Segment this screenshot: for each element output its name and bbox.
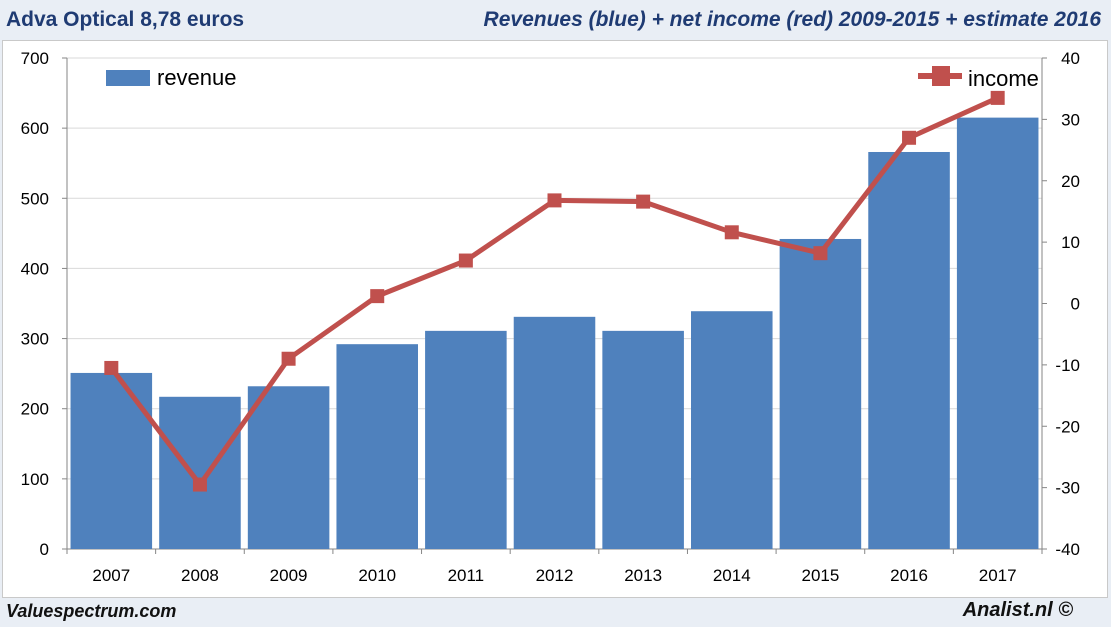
x-tick-label: 2017 (979, 566, 1017, 585)
x-tick-label: 2015 (801, 566, 839, 585)
y-right-tick-label: 20 (1061, 172, 1080, 191)
legend-revenue-swatch (106, 70, 150, 86)
legend-income-label: income (968, 66, 1039, 91)
x-tick-label: 2010 (358, 566, 396, 585)
x-tick-label: 2013 (624, 566, 662, 585)
income-marker (813, 246, 828, 261)
y-left-tick-label: 500 (21, 189, 49, 208)
x-tick-label: 2008 (181, 566, 219, 585)
y-right-tick-label: 40 (1061, 49, 1080, 68)
chart-title-left: Adva Optical 8,78 euros (6, 8, 245, 31)
income-marker (990, 90, 1005, 105)
y-left-tick-label: 600 (21, 119, 49, 138)
legend-revenue-label: revenue (157, 65, 237, 90)
revenue-bar (425, 330, 507, 549)
legend-income-marker (932, 66, 950, 86)
y-right-tick-label: 10 (1061, 233, 1080, 252)
x-tick-label: 2009 (270, 566, 308, 585)
revenue-bar (691, 311, 773, 549)
chart-title-right: Revenues (blue) + net income (red) 2009-… (483, 8, 1101, 31)
y-right-tick-label: -30 (1055, 479, 1080, 498)
y-right-tick-label: 0 (1071, 295, 1080, 314)
income-marker (192, 477, 207, 492)
income-marker (547, 193, 562, 208)
y-right-tick-label: -20 (1055, 417, 1080, 436)
revenue-bar (602, 330, 684, 549)
y-left-tick-label: 400 (21, 259, 49, 278)
x-tick-label: 2007 (92, 566, 130, 585)
y-left-tick-label: 300 (21, 330, 49, 349)
y-left-tick-label: 200 (21, 400, 49, 419)
y-left-tick-label: 0 (40, 540, 49, 559)
revenue-bar (70, 372, 153, 549)
y-left-tick-label: 700 (21, 49, 49, 68)
income-marker (370, 289, 385, 304)
income-marker (281, 351, 296, 366)
revenue-bar (956, 117, 1039, 549)
y-right-tick-label: -10 (1055, 356, 1080, 375)
income-marker (104, 360, 119, 375)
revenue-bar (779, 238, 862, 549)
revenue-bar (336, 344, 418, 549)
x-tick-label: 2014 (713, 566, 751, 585)
revenue-bar (513, 316, 596, 549)
income-marker (724, 225, 739, 240)
income-marker (902, 130, 917, 145)
x-tick-label: 2012 (536, 566, 574, 585)
revenue-bar (159, 396, 241, 549)
chart-header: Adva Optical 8,78 euros Revenues (blue) … (0, 0, 1111, 40)
y-left-tick-label: 100 (21, 470, 49, 489)
y-right-tick-label: 30 (1061, 110, 1080, 129)
x-tick-label: 2016 (890, 566, 928, 585)
revenue-bar (868, 151, 950, 549)
y-right-tick-label: -40 (1055, 540, 1080, 559)
income-marker (458, 253, 473, 268)
footer-source-right: Analist.nl © (962, 599, 1073, 621)
footer-source-left: Valuespectrum.com (6, 601, 177, 621)
income-marker (636, 194, 651, 209)
revenue-bar (247, 386, 330, 549)
x-tick-label: 2011 (448, 566, 485, 585)
